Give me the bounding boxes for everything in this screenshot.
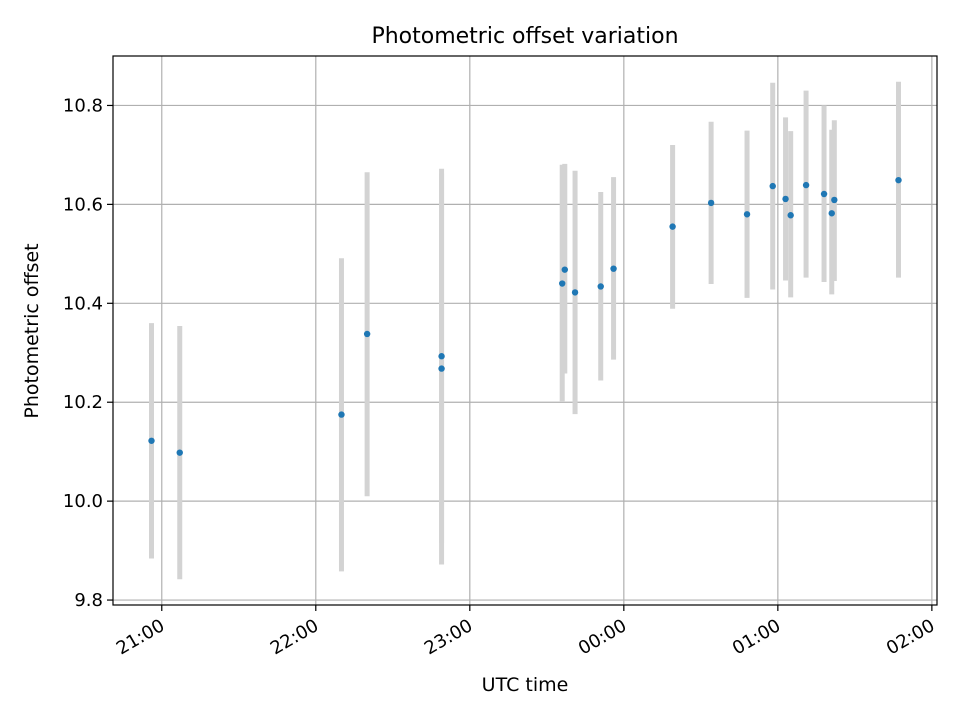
data-point: [743, 211, 751, 218]
data-point: [176, 449, 183, 456]
data-point: [669, 223, 676, 230]
data-point: [610, 265, 617, 272]
data-point: [561, 266, 568, 273]
y-tick-label: 10.0: [63, 491, 103, 512]
y-tick-label: 10.4: [63, 293, 103, 314]
y-tick-label: 10.6: [63, 194, 103, 215]
data-point: [769, 182, 776, 190]
x-axis-label: UTC time: [482, 674, 569, 696]
y-tick-label: 10.8: [63, 95, 103, 116]
data-point: [438, 365, 445, 372]
data-point: [707, 199, 715, 207]
data-point: [597, 283, 604, 290]
grid: [113, 56, 937, 605]
data-point: [338, 411, 345, 418]
y-tick-label: 10.2: [63, 392, 103, 413]
data-point: [148, 437, 155, 444]
data-point: [895, 176, 902, 184]
data-point: [782, 195, 789, 203]
data-point: [820, 190, 828, 198]
data-point: [831, 196, 838, 204]
data-point: [559, 280, 566, 287]
plot-frame: [112, 55, 938, 606]
y-axis: 9.8 10.0 10.2 10.4 10.6 10.8: [63, 95, 113, 611]
data-point: [828, 210, 835, 217]
chart-title: Photometric offset variation: [371, 24, 678, 49]
data-points: [148, 176, 902, 456]
data-point: [802, 181, 810, 189]
data-point: [787, 212, 794, 219]
y-tick-label: 9.8: [74, 590, 103, 611]
data-point: [363, 330, 371, 338]
data-point: [571, 289, 579, 296]
y-axis-label: Photometric offset: [21, 243, 43, 418]
data-point: [438, 353, 445, 360]
